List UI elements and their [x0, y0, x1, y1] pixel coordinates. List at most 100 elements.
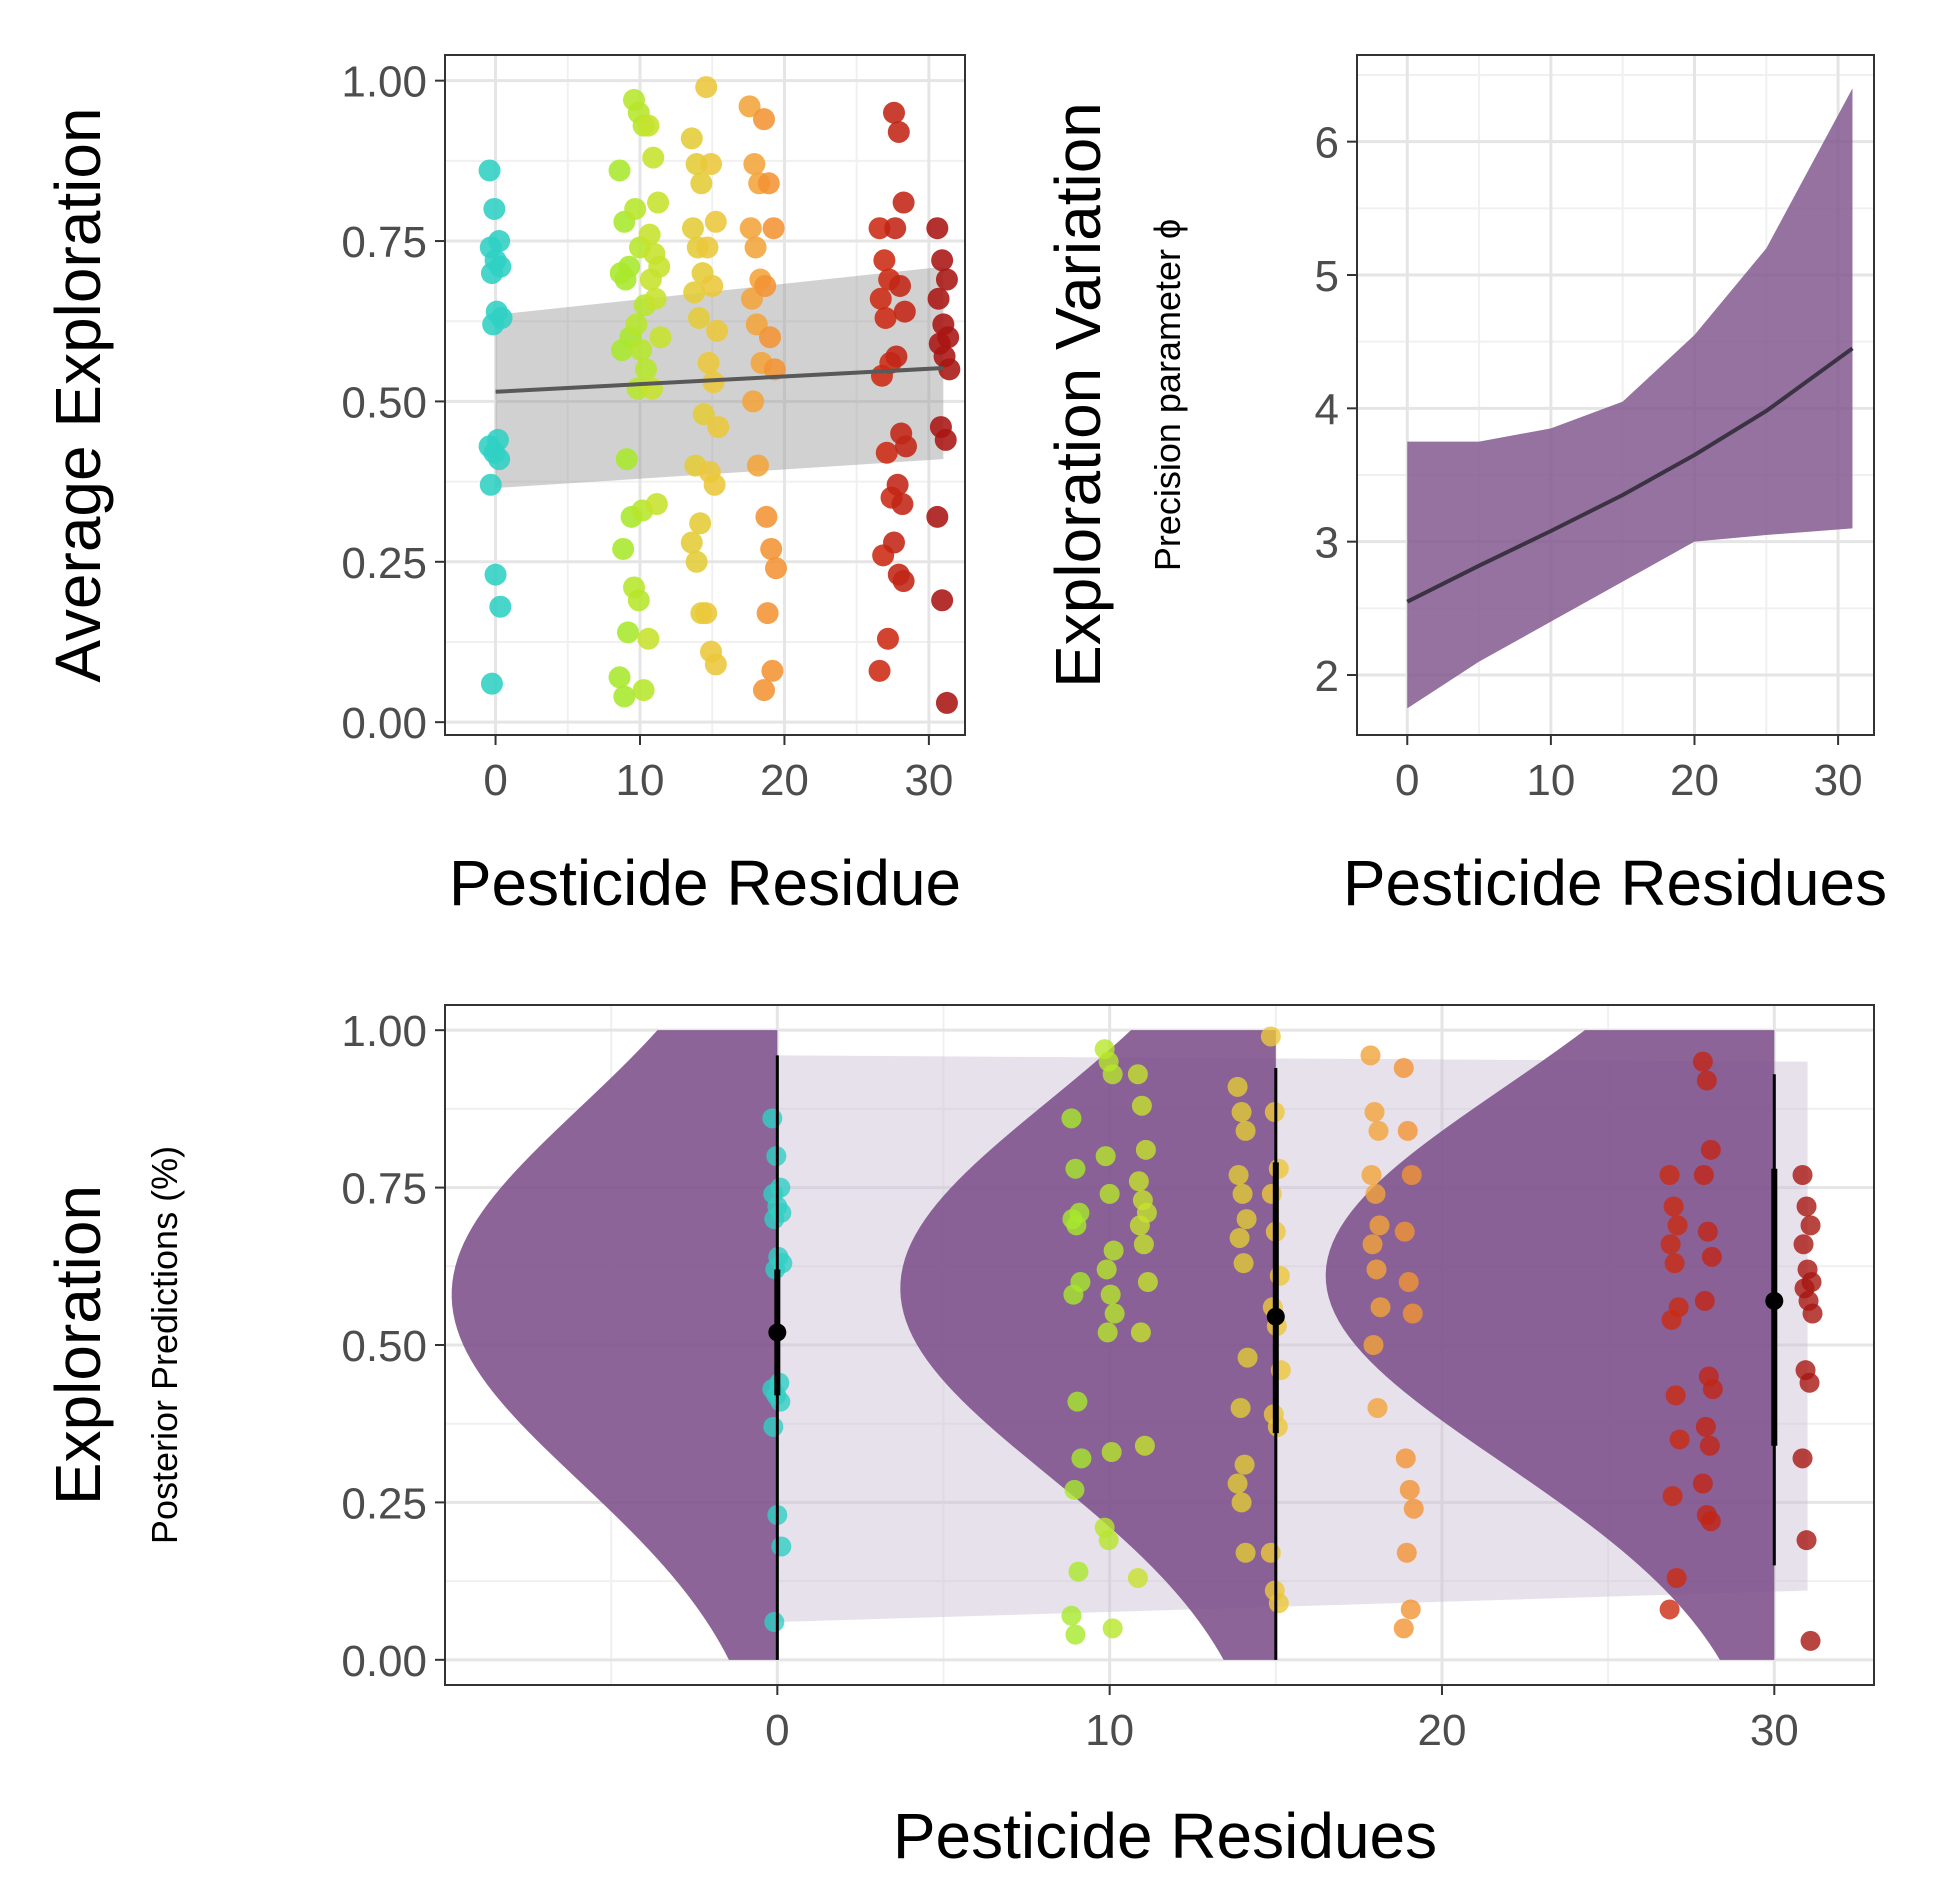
panel-c-data-point: [1666, 1567, 1687, 1588]
panel-c-data-point: [1659, 1599, 1680, 1620]
panel-a-data-point: [612, 537, 635, 560]
panel-c-data-point: [1071, 1448, 1092, 1469]
panel-c-data-point: [1401, 1165, 1422, 1185]
panel-c-data-point: [1229, 1227, 1250, 1248]
panel-posterior-predictions: 0 10 20 30 0.00 0.25 0.50 0.75 1.00 Pesticide Re…: [42, 1004, 1875, 1872]
panel-c-data-point: [1360, 1045, 1381, 1066]
panel-b-x-title: Pesticide Residues: [1343, 847, 1887, 919]
panel-a-data-point: [757, 172, 780, 195]
panel-c-data-point: [1662, 1486, 1683, 1507]
panel-c-y-tick-label: 0.25: [341, 1479, 427, 1528]
panel-a-data-point: [687, 307, 710, 330]
panel-c-data-point: [1792, 1448, 1813, 1469]
panel-a-x-tick-label: 30: [904, 756, 953, 805]
panel-a-data-point: [689, 512, 712, 535]
panel-b-credible-band-area: [1407, 88, 1853, 709]
panel-a-data-point: [870, 364, 893, 387]
panel-c-data-point: [1233, 1253, 1254, 1274]
panel-c-data-point: [1693, 1165, 1714, 1185]
panel-a-data-point: [744, 236, 767, 259]
panel-a-data-point: [632, 679, 655, 702]
panel-c-data-point: [1232, 1183, 1253, 1204]
panel-b-trend-line: [1406, 346, 1854, 604]
panel-c-data-point: [1396, 1542, 1417, 1563]
panel-a-data-point: [478, 159, 501, 182]
panel-c-mean-point: [1765, 1291, 1784, 1310]
panel-c-data-point: [1098, 1530, 1119, 1551]
panel-c-y-tick-label: 0.50: [341, 1322, 427, 1371]
panel-b-x-tick-label: 10: [1526, 756, 1575, 805]
panel-c-data-point: [1065, 1158, 1086, 1179]
panel-c-data-point: [1393, 1618, 1414, 1639]
panel-a-y-tick-label: 0.25: [341, 539, 427, 588]
panel-c-data-point: [1395, 1448, 1416, 1469]
panel-c-y-tick-label: 1.00: [341, 1007, 427, 1056]
panel-a-data-point: [479, 473, 502, 496]
panel-c-x-tick-label: 20: [1418, 1706, 1467, 1755]
panel-c-data-point: [1260, 1542, 1281, 1563]
panel-a-data-point: [753, 108, 775, 131]
panel-c-data-point: [1100, 1284, 1121, 1305]
panel-c-data-point: [1227, 1076, 1248, 1097]
panel-a-data-point: [738, 95, 761, 118]
panel-a-data-point: [685, 550, 708, 573]
panel-c-data-point: [1230, 1397, 1251, 1418]
panel-c-data-point: [1128, 1171, 1149, 1192]
panel-a-regression-line-path: [495, 366, 944, 394]
panel-c-data-point: [1095, 1146, 1116, 1167]
panel-a-data-point: [887, 120, 910, 143]
panel-c-data-point: [1096, 1259, 1117, 1280]
panel-c-data-point: [1065, 1624, 1086, 1645]
panel-b-y-tick-label: 3: [1315, 519, 1339, 568]
panel-a-data-point: [613, 685, 636, 708]
panel-c-y-subtitle: Posterior Predictions (%): [144, 1146, 185, 1544]
panel-c-data-point: [1667, 1215, 1688, 1236]
panel-a-data-point: [624, 197, 647, 220]
panel-b-border: [1356, 54, 1875, 736]
panel-c-data-point: [1701, 1246, 1722, 1267]
panel-a-data-point: [761, 659, 784, 682]
panel-a-data-point: [700, 153, 723, 176]
panel-c-data-point: [1227, 1473, 1248, 1494]
panel-b-x-tick-label: 0: [1395, 756, 1419, 805]
panel-c-posterior-half-eye: [1325, 1030, 1775, 1660]
panel-a-data-point: [608, 666, 631, 689]
panel-a-data-point: [482, 313, 505, 336]
panel-a-data-point: [892, 570, 915, 593]
panel-a-data-point: [680, 531, 703, 554]
panel-a-data-point: [739, 217, 762, 240]
panel-a-regression-line: [495, 366, 944, 394]
panel-c-data-point: [1696, 1070, 1717, 1091]
panel-c-data-point: [771, 1536, 792, 1557]
panel-a-data-point: [639, 268, 662, 291]
panel-c-data-point: [1796, 1196, 1817, 1217]
panel-a-data-point: [886, 473, 909, 496]
panel-c-data-point: [1700, 1139, 1721, 1160]
panel-c-data-point: [1400, 1599, 1421, 1620]
panel-c-data-point: [1234, 1454, 1255, 1475]
panel-a-data-point: [706, 319, 729, 342]
panel-c-data-point: [1403, 1498, 1424, 1519]
panel-c-data-point: [1363, 1335, 1384, 1355]
panel-a-y-tick-label: 1.00: [341, 58, 427, 107]
panel-a-data-point: [754, 274, 777, 297]
panel-c-data-point: [1104, 1303, 1125, 1324]
panel-a-data-point: [931, 249, 954, 272]
panel-a-border: [444, 54, 966, 736]
panel-a-data-point: [927, 287, 950, 310]
panel-a-data-point: [703, 473, 726, 496]
panel-a-data-point: [926, 217, 949, 240]
panel-a-data-point: [756, 602, 779, 625]
panel-a-y-tick-label: 0.75: [341, 218, 427, 267]
panel-c-data-point: [1131, 1095, 1152, 1116]
panel-c-data-point: [1134, 1435, 1155, 1456]
panel-a-data-point: [743, 153, 766, 176]
panel-a-data-point: [931, 589, 954, 612]
panel-a-data-point: [690, 172, 713, 195]
panel-c-data-point: [762, 1108, 783, 1129]
panel-c-data-point: [1063, 1284, 1084, 1305]
panel-c-data-point: [1702, 1379, 1723, 1400]
panel-a-data-point: [483, 197, 506, 220]
panel-c-data-point: [1231, 1492, 1252, 1513]
panel-c-data-point: [1130, 1322, 1151, 1343]
